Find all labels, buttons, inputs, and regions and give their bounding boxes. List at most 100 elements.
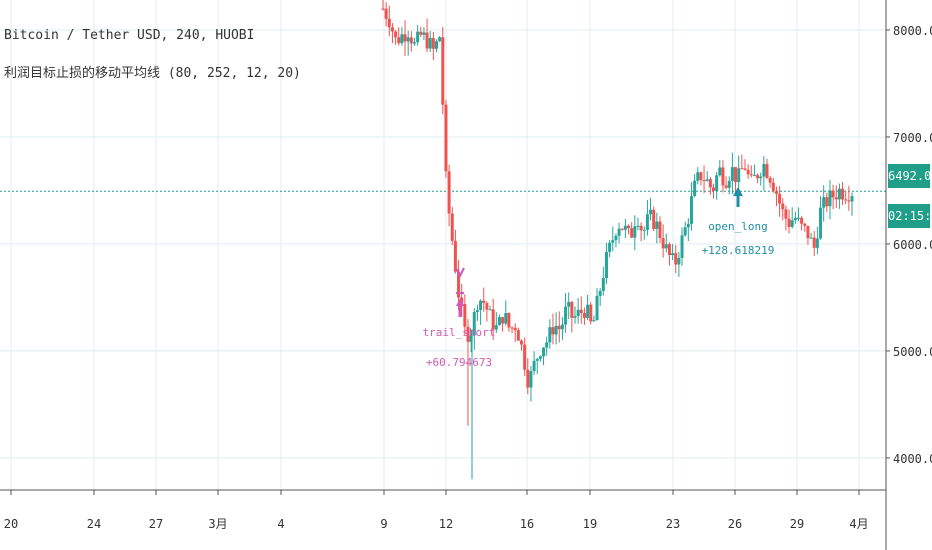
buy-value: +128.618219 xyxy=(702,244,775,257)
candle-body xyxy=(749,174,753,176)
candle-body xyxy=(617,228,621,236)
x-tick-label: 20 xyxy=(4,517,18,531)
candle-body xyxy=(649,209,653,215)
sell-marker-bar xyxy=(456,292,464,294)
candle-body xyxy=(781,203,785,210)
candle-body xyxy=(586,304,590,318)
candle-body xyxy=(428,38,432,49)
candle-body xyxy=(752,175,756,177)
candle-body xyxy=(573,316,577,318)
candle-body xyxy=(765,164,769,178)
candle-body xyxy=(837,188,841,200)
price-axis[interactable]: 8000.00 7000.00 6000.00 5000.00 4000.00 xyxy=(885,0,932,550)
candle-body xyxy=(771,182,775,192)
sell-label: trail_short xyxy=(423,326,496,339)
x-tick-label: 16 xyxy=(520,517,534,531)
candle-body xyxy=(397,37,401,44)
candle-body xyxy=(693,180,697,197)
candle-body xyxy=(667,244,671,256)
symbol-legend[interactable]: Bitcoin / Tether USD, 240, HUOBI xyxy=(4,28,255,43)
candle-body xyxy=(463,303,467,327)
last-price-label: 6492.00 xyxy=(888,164,932,188)
candle-body xyxy=(595,295,599,321)
candle-body xyxy=(705,179,709,181)
candle-body xyxy=(526,369,530,388)
candle-body xyxy=(696,172,700,181)
candle-body xyxy=(790,220,794,227)
candle-body xyxy=(412,42,416,44)
candle-body xyxy=(592,320,596,322)
indicator-legend[interactable]: 利润目标止损的移动平均线 (80, 252, 12, 20) xyxy=(4,66,301,81)
candle-body xyxy=(796,217,800,219)
candle-body xyxy=(844,199,848,201)
candle-body xyxy=(406,37,410,42)
candle-body xyxy=(535,358,539,361)
candle-body xyxy=(680,235,684,258)
candle-body xyxy=(608,242,612,252)
candle-body xyxy=(394,31,398,38)
candle-body xyxy=(601,278,605,291)
trade-markers: trail_short +60.794673 open_long +128.61821… xyxy=(423,187,775,369)
candle-body xyxy=(828,190,832,207)
candle-body xyxy=(819,207,823,239)
candle-body xyxy=(689,196,693,224)
candle-body xyxy=(768,177,772,183)
candle-body xyxy=(822,197,826,208)
candle-body xyxy=(582,313,586,318)
candle-body xyxy=(831,190,835,198)
candle-body xyxy=(825,197,829,207)
candle-body xyxy=(620,228,624,230)
x-tick-label: 23 xyxy=(666,517,680,531)
candle-body xyxy=(488,309,492,311)
candle-body xyxy=(516,330,520,341)
candle-body xyxy=(551,327,555,335)
x-tick-label: 24 xyxy=(87,517,101,531)
candle-body xyxy=(545,342,549,348)
candle-body xyxy=(390,27,394,32)
candle-body xyxy=(438,37,442,42)
y-tick-label: 8000.00 xyxy=(893,24,932,38)
candle-body xyxy=(627,225,631,229)
candle-body xyxy=(730,167,734,181)
candle-body xyxy=(538,356,542,359)
candle-body xyxy=(815,238,819,248)
candle-body xyxy=(611,240,615,243)
candle-body xyxy=(491,309,495,330)
candle-body xyxy=(686,223,690,228)
candle-body xyxy=(419,31,423,35)
candle-body xyxy=(589,304,593,322)
candle-body xyxy=(806,225,810,239)
candle-body xyxy=(400,34,404,44)
candle-body xyxy=(381,8,385,10)
candle-body xyxy=(841,188,845,200)
candle-body xyxy=(727,180,731,188)
candle-body xyxy=(560,324,564,330)
candle-body xyxy=(409,37,413,44)
x-tick-label: 29 xyxy=(790,517,804,531)
candle-body xyxy=(529,371,533,388)
candle-body xyxy=(746,169,750,175)
x-tick-label: 4月 xyxy=(849,517,868,531)
candle-body xyxy=(677,257,681,265)
candle-body xyxy=(614,235,618,241)
candle-body xyxy=(661,238,665,249)
sell-value: +60.794673 xyxy=(426,356,492,369)
y-tick-label: 7000.00 xyxy=(893,131,932,145)
x-tick-label: 27 xyxy=(149,517,163,531)
candle-body xyxy=(784,209,788,219)
candle-body xyxy=(708,179,712,188)
x-tick-label: 12 xyxy=(439,517,453,531)
candle-body xyxy=(793,217,797,221)
candle-body xyxy=(743,168,747,170)
time-axis[interactable]: 20 24 27 3月 4 9 12 16 19 23 26 29 4月 xyxy=(0,489,886,531)
candle-body xyxy=(485,303,489,310)
buy-label: open_long xyxy=(708,220,768,233)
candle-body xyxy=(570,301,574,318)
buy-arrow-shaft xyxy=(736,194,740,207)
candle-body xyxy=(774,191,778,194)
x-tick-label: 3月 xyxy=(208,517,227,531)
candle-body xyxy=(567,301,571,307)
candle-body xyxy=(636,225,640,227)
candle-body xyxy=(721,167,725,186)
